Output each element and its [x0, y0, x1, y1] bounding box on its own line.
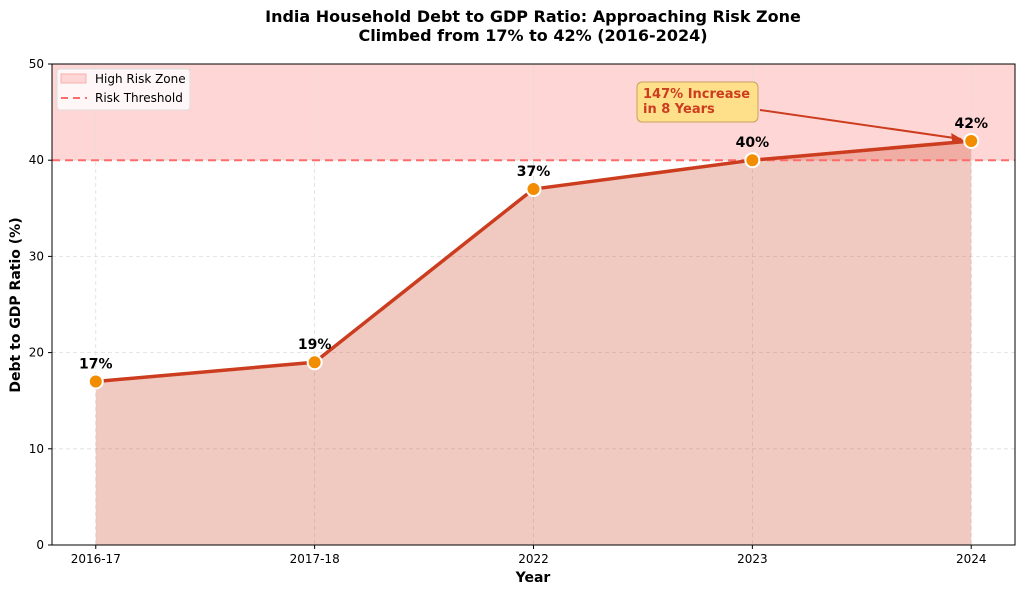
legend-swatch-risk-zone — [60, 73, 87, 84]
data-label: 40% — [736, 135, 770, 151]
y-axis-label: Debt to GDP Ratio (%) — [8, 217, 24, 392]
data-label: 42% — [954, 116, 988, 132]
y-tick-label: 30 — [29, 249, 44, 263]
y-tick-label: 20 — [29, 346, 44, 360]
x-tick-label: 2016-17 — [71, 552, 121, 566]
data-label: 37% — [517, 164, 551, 180]
data-point — [525, 181, 542, 198]
annotation-text: 147% Increase — [643, 87, 750, 102]
area-fill — [95, 140, 972, 545]
data-point — [744, 152, 761, 169]
data-point — [306, 354, 323, 371]
annotation-box — [636, 81, 759, 123]
x-tick-label: 2022 — [518, 552, 549, 566]
y-tick-label: 0 — [36, 538, 44, 552]
y-tick-label: 10 — [29, 442, 44, 456]
data-label: 17% — [79, 356, 113, 372]
legend — [56, 68, 191, 111]
y-tick-label: 40 — [29, 153, 44, 167]
chart-subtitle: Climbed from 17% to 42% (2016-2024) — [358, 26, 707, 45]
x-tick-label: 2023 — [737, 552, 768, 566]
chart-title: India Household Debt to GDP Ratio: Appro… — [265, 7, 801, 26]
x-axis-label: Year — [515, 570, 551, 586]
annotation-text: in 8 Years — [643, 102, 715, 117]
data-point — [963, 132, 980, 149]
annotation-arrowhead — [951, 132, 964, 143]
annotation-arrow — [759, 109, 962, 140]
x-tick-label: 2017-18 — [290, 552, 340, 566]
x-tick-label: 2024 — [956, 552, 987, 566]
legend-label: Risk Threshold — [95, 91, 183, 105]
data-point — [87, 373, 104, 390]
legend-label: High Risk Zone — [95, 72, 186, 86]
y-tick-label: 50 — [29, 57, 44, 71]
data-label: 19% — [298, 337, 332, 353]
